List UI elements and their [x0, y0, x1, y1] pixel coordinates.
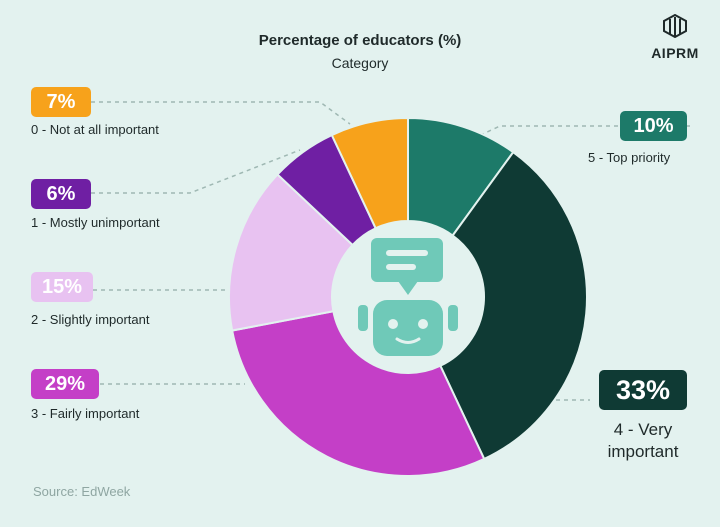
brand-logo: AIPRM — [640, 13, 710, 61]
leader-lines — [91, 101, 690, 401]
label-mostly-unimportant: 1 - Mostly unimportant — [31, 215, 160, 230]
badge-top-priority: 10% — [620, 111, 687, 141]
leader-line-not-at-all-important — [91, 101, 351, 125]
slice-not-at-all-important — [330, 116, 409, 230]
badge-very-important: 33% — [599, 370, 687, 410]
badge-slightly-important: 15% — [31, 272, 93, 302]
chart-subtitle: Category — [331, 55, 389, 71]
source-note: Source: EdWeek — [33, 484, 131, 499]
slice-very-important — [439, 150, 588, 461]
aiprm-logo-icon — [663, 13, 687, 39]
leader-line-mostly-unimportant — [91, 149, 301, 194]
label-top-priority: 5 - Top priority — [588, 150, 671, 165]
label-very-important: 4 - Very important — [607, 420, 679, 461]
donut-slices — [228, 116, 588, 477]
robot-icon — [358, 238, 458, 356]
label-slightly-important: 2 - Slightly important — [31, 312, 150, 327]
badge-not-at-all-important: 7% — [31, 87, 91, 117]
badge-mostly-unimportant: 6% — [31, 179, 91, 209]
donut-hole — [333, 222, 483, 372]
slice-slightly-important — [228, 173, 355, 332]
slice-fairly-important — [231, 310, 486, 477]
chart-title: Percentage of educators (%) — [258, 32, 462, 49]
badge-fairly-important: 29% — [31, 369, 99, 399]
label-fairly-important: 3 - Fairly important — [31, 406, 140, 421]
brand-name: AIPRM — [651, 45, 699, 61]
label-not-at-all-important: 0 - Not at all important — [31, 122, 159, 137]
